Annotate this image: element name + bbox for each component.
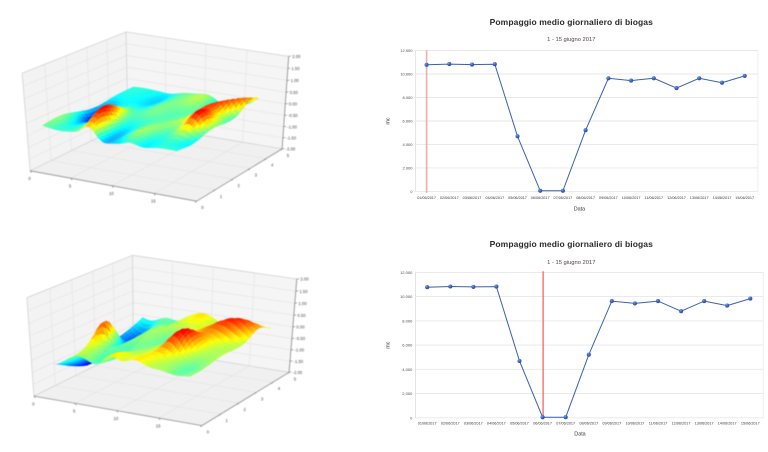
svg-text:Data: Data	[574, 207, 585, 213]
svg-text:01/06/2017: 01/06/2017	[417, 196, 436, 200]
svg-text:12.000: 12.000	[400, 48, 413, 53]
svg-text:04/06/2017: 04/06/2017	[485, 196, 504, 200]
svg-text:1 - 15 giugno 2017: 1 - 15 giugno 2017	[547, 37, 595, 43]
svg-text:14/06/2017: 14/06/2017	[713, 196, 732, 200]
svg-text:0: 0	[28, 176, 31, 181]
svg-text:1: 1	[220, 194, 223, 199]
svg-text:10: 10	[114, 416, 119, 421]
svg-text:0: 0	[201, 205, 204, 210]
svg-text:11/06/2017: 11/06/2017	[645, 196, 664, 200]
svg-text:-2.00: -2.00	[293, 370, 303, 375]
svg-text:3: 3	[261, 396, 264, 401]
svg-text:0: 0	[410, 415, 413, 420]
svg-text:06/06/2017: 06/06/2017	[531, 196, 550, 200]
svg-text:5: 5	[287, 153, 290, 158]
svg-text:8.000: 8.000	[402, 95, 413, 100]
svg-text:02/06/2017: 02/06/2017	[441, 422, 460, 426]
svg-text:1.50: 1.50	[299, 289, 308, 294]
svg-text:07/06/2017: 07/06/2017	[554, 196, 573, 200]
svg-text:02/06/2017: 02/06/2017	[440, 196, 459, 200]
svg-text:0: 0	[32, 401, 35, 406]
svg-text:2.00: 2.00	[300, 277, 309, 282]
svg-text:mc: mc	[386, 117, 392, 124]
svg-text:1.00: 1.00	[291, 78, 300, 83]
svg-text:Pompaggio medio giornaliero di: Pompaggio medio giornaliero di biogas	[490, 239, 653, 249]
svg-text:07/06/2017: 07/06/2017	[556, 422, 575, 426]
svg-text:12/06/2017: 12/06/2017	[672, 422, 691, 426]
svg-text:2: 2	[244, 407, 247, 412]
svg-text:04/06/2017: 04/06/2017	[487, 422, 506, 426]
svg-text:05/06/2017: 05/06/2017	[508, 196, 527, 200]
svg-text:-1.00: -1.00	[287, 124, 297, 129]
svg-text:0: 0	[207, 430, 210, 435]
svg-text:08/06/2017: 08/06/2017	[579, 422, 598, 426]
svg-text:2.000: 2.000	[402, 391, 413, 396]
svg-text:0.00: 0.00	[296, 325, 305, 330]
svg-text:15: 15	[151, 199, 156, 204]
svg-text:10.000: 10.000	[400, 294, 413, 299]
svg-text:10.000: 10.000	[400, 72, 413, 77]
svg-text:05/06/2017: 05/06/2017	[510, 422, 529, 426]
svg-text:13/06/2017: 13/06/2017	[695, 422, 714, 426]
svg-text:2.00: 2.00	[292, 54, 301, 59]
svg-text:1 - 15 giugno 2017: 1 - 15 giugno 2017	[547, 260, 595, 266]
svg-text:mc: mc	[386, 341, 392, 348]
svg-text:10: 10	[109, 191, 114, 196]
svg-text:1.50: 1.50	[291, 66, 300, 71]
svg-text:12/06/2017: 12/06/2017	[667, 196, 686, 200]
svg-text:11/06/2017: 11/06/2017	[649, 422, 668, 426]
svg-text:15/06/2017: 15/06/2017	[741, 422, 760, 426]
svg-text:08/06/2017: 08/06/2017	[576, 196, 595, 200]
svg-text:Pompaggio medio giornaliero di: Pompaggio medio giornaliero di biogas	[490, 17, 653, 27]
svg-text:6.000: 6.000	[402, 343, 413, 348]
svg-text:-1.50: -1.50	[294, 359, 304, 364]
svg-text:4.000: 4.000	[402, 367, 413, 372]
svg-text:-1.50: -1.50	[287, 135, 297, 140]
svg-text:03/06/2017: 03/06/2017	[463, 196, 482, 200]
svg-text:0.50: 0.50	[290, 90, 299, 95]
svg-text:2.000: 2.000	[402, 166, 413, 171]
svg-text:06/06/2017: 06/06/2017	[533, 422, 552, 426]
svg-text:3: 3	[255, 173, 258, 178]
svg-text:-0.50: -0.50	[288, 113, 298, 118]
svg-text:4: 4	[271, 163, 274, 168]
svg-text:12.000: 12.000	[400, 270, 413, 275]
svg-text:15/06/2017: 15/06/2017	[735, 196, 754, 200]
svg-text:4: 4	[278, 386, 281, 391]
svg-text:01/06/2017: 01/06/2017	[418, 422, 437, 426]
svg-text:4.000: 4.000	[402, 142, 413, 147]
svg-text:14/06/2017: 14/06/2017	[718, 422, 737, 426]
svg-text:2: 2	[238, 183, 241, 188]
svg-text:-0.50: -0.50	[296, 336, 306, 341]
svg-text:5: 5	[69, 184, 72, 189]
svg-text:-1.00: -1.00	[295, 348, 305, 353]
svg-text:0.00: 0.00	[289, 102, 298, 107]
svg-text:5: 5	[73, 409, 76, 414]
svg-text:0.50: 0.50	[297, 313, 306, 318]
svg-text:5: 5	[294, 376, 297, 381]
svg-text:09/06/2017: 09/06/2017	[602, 422, 621, 426]
svg-text:-2.00: -2.00	[286, 147, 296, 152]
svg-text:03/06/2017: 03/06/2017	[464, 422, 483, 426]
svg-text:8.000: 8.000	[402, 319, 413, 324]
svg-text:10/06/2017: 10/06/2017	[622, 196, 641, 200]
svg-text:Data: Data	[574, 432, 585, 438]
svg-text:09/06/2017: 09/06/2017	[599, 196, 618, 200]
svg-text:1: 1	[225, 418, 228, 423]
svg-text:13/06/2017: 13/06/2017	[690, 196, 709, 200]
svg-text:10/06/2017: 10/06/2017	[626, 422, 645, 426]
svg-text:0: 0	[410, 189, 413, 194]
svg-text:6.000: 6.000	[402, 119, 413, 124]
svg-text:1.00: 1.00	[298, 301, 307, 306]
svg-text:15: 15	[156, 423, 161, 428]
